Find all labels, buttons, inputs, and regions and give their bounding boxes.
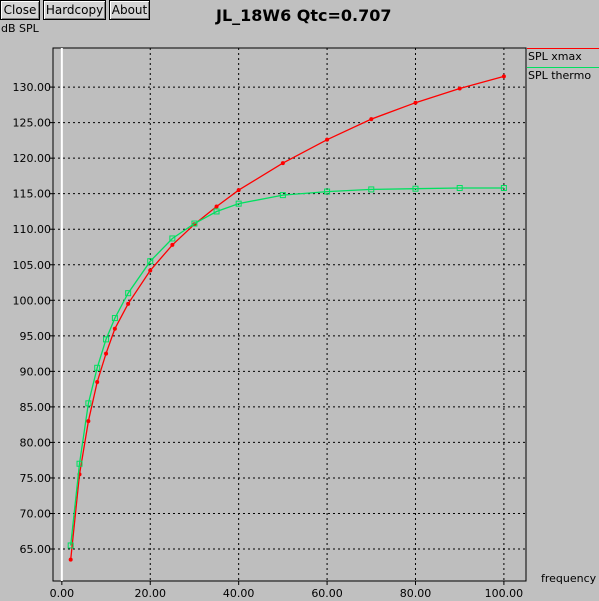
data-point-spl-thermo [191, 220, 198, 227]
y-tick-label: 130.00 [13, 81, 52, 94]
x-tick-labels: 0.00 20.00 40.00 60.00 80.00 100.00 [50, 587, 524, 600]
series-line-spl-thermo [70, 187, 504, 546]
y-tick-label: 70.00 [20, 507, 52, 520]
x-tick-label: 40.00 [223, 587, 255, 600]
data-point-spl-xmax [369, 117, 374, 122]
legend-label-spl-xmax: SPL xmax [528, 50, 582, 63]
y-tick-label: 65.00 [20, 543, 52, 556]
data-point-spl-thermo [324, 188, 331, 195]
data-point-spl-thermo [85, 400, 92, 407]
close-button[interactable]: Close [0, 0, 40, 20]
y-tick-label: 115.00 [13, 188, 52, 201]
x-tick-label: 0.00 [50, 587, 75, 600]
y-axis-label: dB SPL [1, 22, 39, 35]
data-point-spl-xmax [413, 100, 418, 105]
data-point-spl-thermo [76, 460, 83, 467]
x-axis-label: frequency [541, 572, 597, 585]
data-point-spl-thermo [169, 235, 176, 242]
data-point-spl-thermo [368, 186, 375, 193]
data-point-spl-thermo [456, 185, 463, 192]
y-tick-label: 80.00 [20, 436, 52, 449]
data-point-spl-thermo [111, 315, 118, 322]
data-point-spl-thermo [235, 200, 242, 207]
x-tick-label: 20.00 [135, 587, 167, 600]
about-button[interactable]: About [109, 0, 150, 20]
legend-item-spl-xmax: SPL xmax [527, 48, 599, 68]
data-point-spl-xmax [68, 557, 73, 562]
y-tick-label: 125.00 [13, 117, 52, 130]
legend-swatch-spl-xmax [527, 48, 599, 49]
data-point-spl-xmax [236, 188, 241, 193]
axes [49, 48, 505, 585]
x-tick-label: 80.00 [400, 587, 432, 600]
series-line-spl-xmax [70, 75, 505, 560]
y-tick-label: 105.00 [13, 259, 52, 272]
plot-frame [52, 47, 527, 582]
data-point-spl-thermo [279, 192, 286, 199]
data-point-spl-thermo [147, 258, 154, 265]
data-point-spl-xmax [86, 419, 91, 424]
y-tick-label: 95.00 [20, 330, 52, 343]
x-tick-label: 100.00 [485, 587, 524, 600]
plot-area [52, 47, 527, 582]
data-point-spl-thermo [213, 208, 220, 215]
legend-item-spl-thermo: SPL thermo [527, 67, 599, 87]
y-tick-label: 75.00 [20, 472, 52, 485]
series-layer [67, 74, 507, 562]
data-point-spl-xmax [126, 301, 131, 306]
legend-label-spl-thermo: SPL thermo [528, 69, 592, 82]
x-tick-label: 60.00 [311, 587, 343, 600]
y-tick-label: 110.00 [13, 223, 52, 236]
hardcopy-button[interactable]: Hardcopy [43, 0, 106, 20]
data-point-spl-thermo [94, 364, 101, 371]
data-point-spl-xmax [170, 242, 175, 247]
data-point-spl-thermo [103, 336, 110, 343]
data-point-spl-thermo [125, 290, 132, 297]
data-point-spl-xmax [325, 137, 330, 142]
y-tick-label: 85.00 [20, 401, 52, 414]
y-tick-label: 90.00 [20, 365, 52, 378]
data-point-spl-thermo [67, 542, 74, 549]
data-point-spl-xmax [112, 326, 117, 331]
data-point-spl-xmax [148, 268, 153, 273]
data-point-spl-xmax [214, 204, 219, 209]
data-point-spl-xmax [457, 86, 462, 91]
data-point-spl-xmax [104, 351, 109, 356]
legend-swatch-spl-thermo [527, 67, 599, 68]
y-tick-label: 100.00 [13, 294, 52, 307]
series-spl-thermo [67, 185, 507, 549]
data-point-spl-xmax [95, 380, 100, 385]
grid [53, 48, 526, 581]
data-point-spl-xmax [501, 74, 506, 79]
data-point-spl-xmax [280, 161, 285, 166]
chart-title: JL_18W6 Qtc=0.707 [216, 6, 392, 25]
data-point-spl-thermo [412, 185, 419, 192]
data-point-spl-thermo [500, 185, 507, 192]
y-tick-labels: 65.00 70.00 75.00 80.00 85.00 90.00 95.00 100.0… [13, 81, 52, 556]
series-spl-xmax [68, 74, 506, 562]
y-tick-label: 120.00 [13, 152, 52, 165]
